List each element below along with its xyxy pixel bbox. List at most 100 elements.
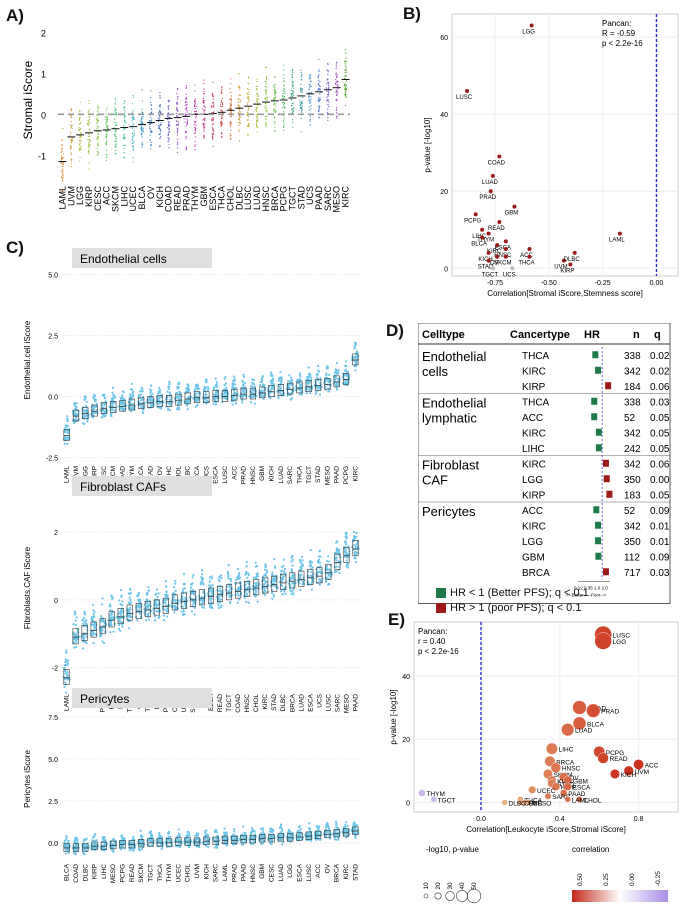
datapoint — [287, 385, 291, 389]
datapoint — [80, 145, 82, 147]
datapoint — [149, 830, 152, 833]
category-label: ACC — [231, 466, 238, 480]
datapoint — [124, 112, 126, 114]
datapoint — [80, 132, 83, 134]
violin-skcm — [113, 97, 118, 155]
datapoint — [203, 79, 205, 81]
datapoint — [310, 81, 312, 83]
datapoint — [212, 94, 214, 96]
datapoint — [247, 109, 249, 111]
datapoint — [176, 144, 178, 146]
datapoint — [89, 135, 91, 137]
datapoint — [159, 844, 162, 847]
datapoint — [248, 97, 250, 99]
datapoint — [138, 606, 141, 609]
datapoint — [155, 606, 158, 609]
datapoint — [83, 848, 87, 852]
datapoint — [168, 105, 170, 107]
datapoint — [206, 389, 210, 392]
datapoint — [239, 115, 241, 117]
datapoint — [130, 405, 133, 409]
datapoint — [159, 94, 161, 97]
datapoint — [253, 402, 256, 405]
point-acc — [527, 247, 532, 252]
datapoint — [166, 596, 169, 599]
boxplot — [262, 577, 269, 594]
datapoint — [221, 396, 224, 399]
datapoint — [136, 619, 139, 622]
datapoint — [173, 585, 176, 589]
datapoint — [229, 122, 232, 124]
datapoint — [194, 111, 196, 113]
datapoint — [345, 96, 347, 99]
datapoint — [355, 542, 359, 545]
datapoint — [212, 593, 215, 596]
datapoint — [210, 590, 213, 593]
datapoint — [61, 175, 63, 177]
datapoint — [141, 143, 143, 145]
datapoint — [318, 570, 321, 573]
datapoint — [157, 386, 161, 390]
datapoint — [278, 391, 282, 394]
datapoint — [344, 94, 346, 96]
datapoint — [220, 122, 222, 124]
datapoint — [121, 406, 124, 409]
datapoint — [247, 115, 249, 117]
datapoint — [273, 84, 275, 86]
datapoint — [133, 145, 135, 148]
datapoint — [79, 140, 81, 142]
datapoint — [204, 106, 206, 108]
datapoint — [265, 121, 267, 124]
datapoint — [319, 93, 321, 95]
datapoint — [115, 136, 117, 138]
datapoint — [203, 117, 206, 119]
datapoint — [67, 431, 70, 435]
datapoint — [123, 119, 126, 121]
datapoint — [239, 101, 241, 103]
datapoint — [115, 111, 117, 113]
datapoint — [128, 609, 131, 612]
datapoint — [220, 89, 223, 91]
datapoint — [67, 840, 70, 844]
datapoint — [354, 545, 357, 549]
datapoint — [202, 97, 205, 99]
datapoint — [149, 391, 152, 394]
datapoint — [309, 77, 311, 79]
datapoint — [265, 124, 267, 126]
datapoint — [318, 70, 320, 73]
datapoint — [265, 92, 267, 94]
datapoint — [336, 117, 338, 119]
datapoint — [87, 139, 89, 141]
category-label: KICH — [269, 466, 276, 482]
category-label: KIRP — [84, 186, 94, 207]
violin-uvm — [69, 108, 74, 168]
datapoint — [223, 396, 226, 400]
datapoint — [65, 836, 68, 839]
datapoint — [128, 602, 131, 605]
datapoint — [337, 85, 339, 87]
violin-kirc — [343, 49, 348, 106]
subplot-title: Endothelial cells — [80, 252, 167, 266]
datapoint — [185, 107, 188, 109]
datapoint — [62, 175, 64, 177]
datapoint — [299, 89, 302, 91]
category-label: READ — [147, 466, 154, 484]
violin-coad — [166, 99, 171, 149]
datapoint — [167, 832, 170, 835]
y-tick-label: 40 — [440, 112, 448, 119]
datapoint — [270, 388, 273, 391]
datapoint — [326, 83, 328, 85]
boxplot — [221, 390, 229, 402]
datapoint — [273, 103, 275, 106]
datapoint — [233, 380, 236, 383]
category-label: SKCM — [110, 466, 117, 485]
datapoint — [158, 118, 161, 120]
datapoint — [310, 570, 313, 574]
datapoint — [83, 620, 87, 623]
datapoint — [318, 583, 321, 586]
datapoint — [140, 406, 143, 409]
datapoint — [210, 597, 213, 601]
datapoint — [190, 597, 193, 600]
datapoint — [300, 76, 302, 78]
datapoint — [283, 590, 286, 593]
